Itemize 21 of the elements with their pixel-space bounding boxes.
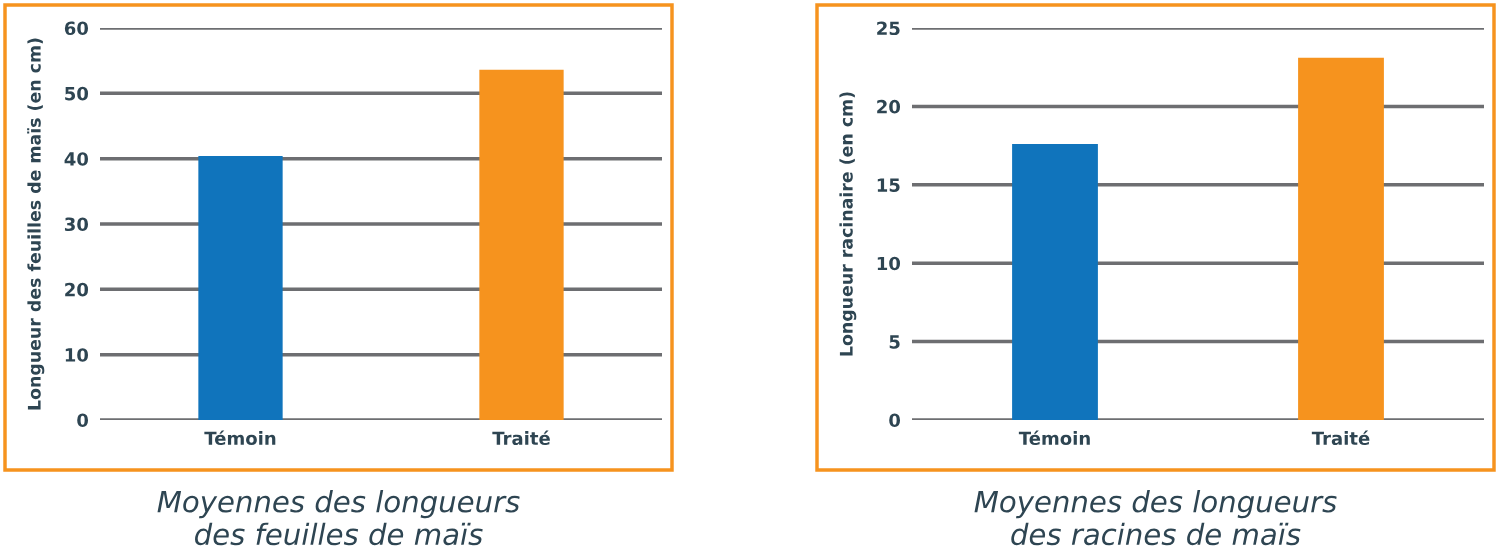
y-tick-label: 60 (64, 21, 89, 36)
x-tick-label: Témoin (204, 430, 276, 446)
y-axis-title: Longueur des feuilles de maïs (en cm) (27, 38, 45, 410)
y-tick-label: 50 (65, 86, 89, 101)
y-tick-label: 15 (877, 178, 900, 192)
x-tick-label: Traité (1311, 430, 1370, 446)
x-tick-label: Témoin (1018, 430, 1090, 446)
x-tick-label: Traité (492, 430, 550, 446)
y-tick-label: 10 (65, 348, 89, 362)
text: Moyennes des longueurs des racines de maïs (974, 490, 1337, 546)
y-tick-label: 0 (889, 413, 901, 428)
y-tick-label: 0 (77, 413, 89, 428)
y-tick-label: 5 (889, 335, 900, 349)
y-tick-label: 25 (877, 21, 900, 36)
y-tick-label: 10 (877, 256, 901, 271)
y-axis-title: Longueur racinaire (en cm) (839, 92, 857, 356)
y-tick-label: 30 (64, 217, 89, 232)
text: Moyennes des longueurs des feuilles de maïs (157, 490, 520, 546)
y-tick-label: 20 (65, 282, 89, 297)
y-tick-label: 20 (877, 99, 901, 114)
y-tick-label: 40 (64, 152, 89, 166)
